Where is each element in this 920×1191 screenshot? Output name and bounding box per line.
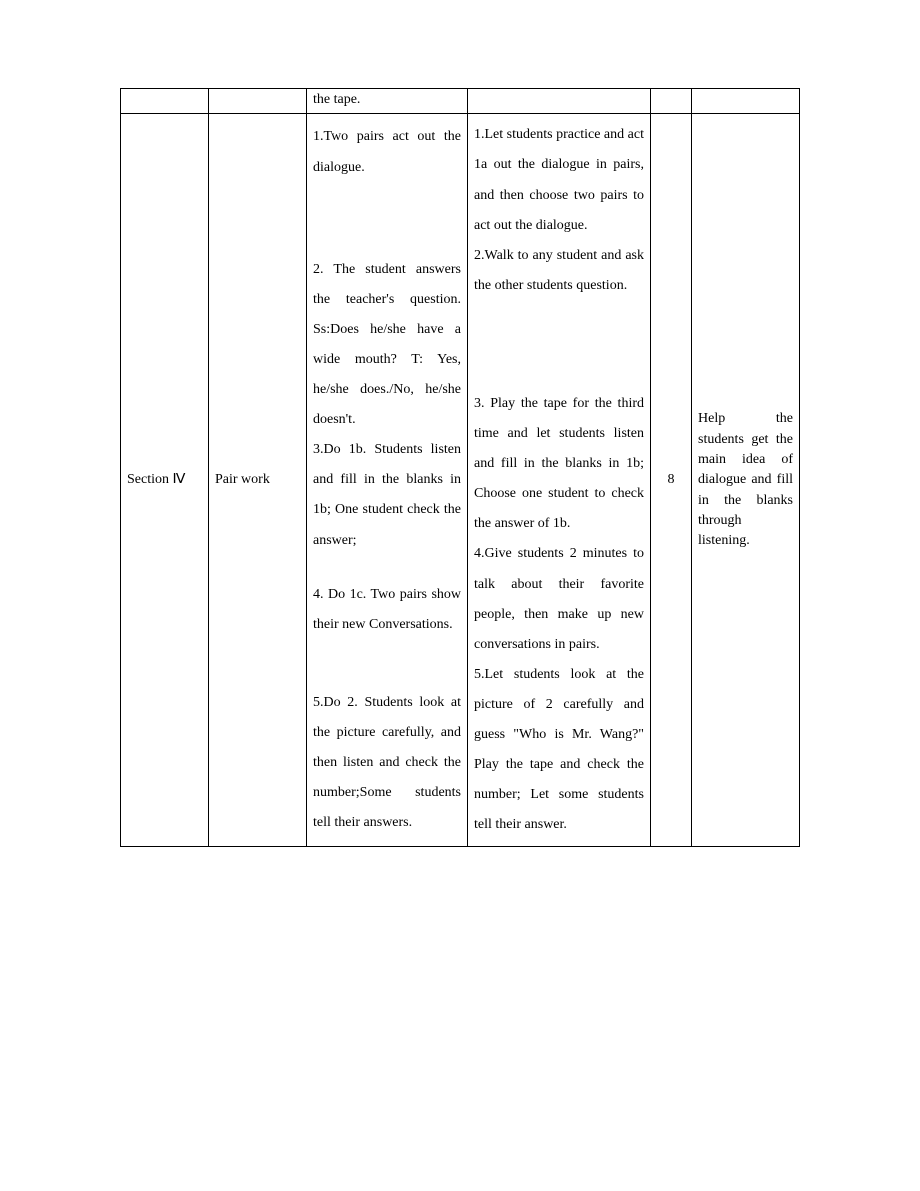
cell-interaction-top [209, 89, 307, 114]
cell-stage-top [121, 89, 209, 114]
cell-student-top: the tape. [307, 89, 468, 114]
cell-teacher-top [468, 89, 651, 114]
cell-purpose: Help the students get the main idea of d… [692, 114, 800, 847]
teacher-item: 5.Let students look at the picture of 2 … [474, 660, 644, 841]
teacher-item: 2.Walk to any student and ask the other … [474, 241, 644, 301]
student-item: 5.Do 2. Students look at the picture car… [313, 688, 461, 838]
teacher-item: 1.Let students practice and act 1a out t… [474, 120, 644, 240]
student-item: 3.Do 1b. Students listen and fill in the… [313, 435, 461, 555]
table-row: Section Ⅳ Pair work 1.Two pairs act out … [121, 114, 800, 847]
student-item: 2. The student answers the teacher's que… [313, 255, 461, 436]
teacher-item: 3. Play the tape for the third time and … [474, 389, 644, 539]
cell-purpose-top [692, 89, 800, 114]
cell-time: 8 [651, 114, 692, 847]
student-item: 1.Two pairs act out the dialogue. [313, 122, 461, 182]
cell-stage: Section Ⅳ [121, 114, 209, 847]
student-item: 4. Do 1c. Two pairs show their new Conve… [313, 580, 461, 640]
cell-time-top [651, 89, 692, 114]
teacher-item: 4.Give students 2 minutes to talk about … [474, 539, 644, 659]
page: the tape. Section Ⅳ Pair work 1.Two pair… [0, 0, 920, 1191]
cell-teacher-activity: 1.Let students practice and act 1a out t… [468, 114, 651, 847]
cell-student-activity: 1.Two pairs act out the dialogue. 2. The… [307, 114, 468, 847]
table-row: the tape. [121, 89, 800, 114]
lesson-plan-table: the tape. Section Ⅳ Pair work 1.Two pair… [120, 88, 800, 847]
cell-interaction: Pair work [209, 114, 307, 847]
